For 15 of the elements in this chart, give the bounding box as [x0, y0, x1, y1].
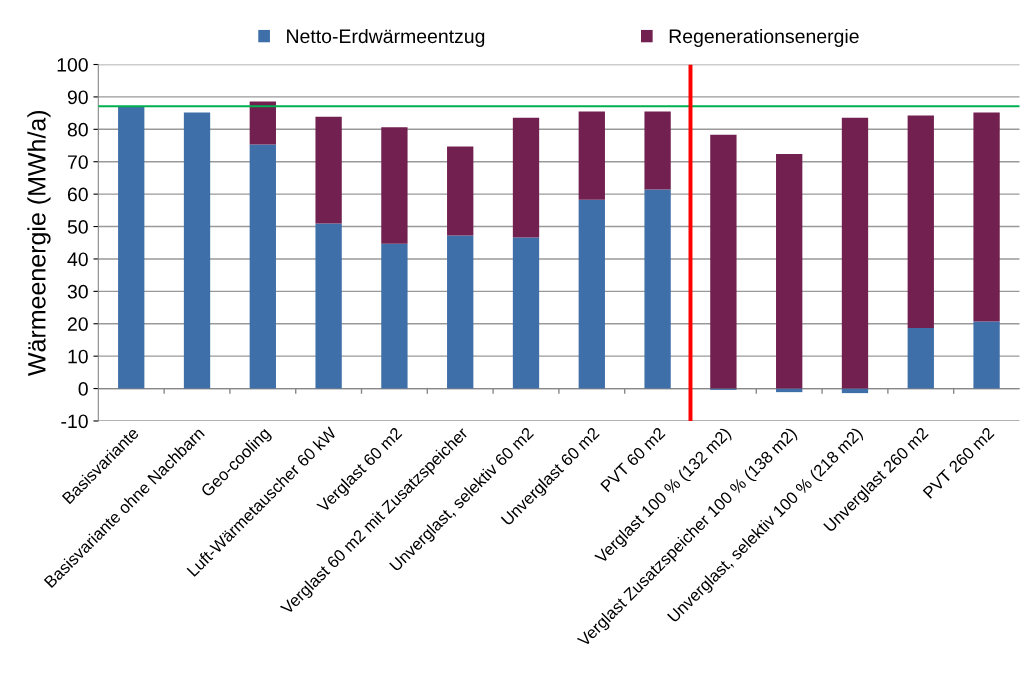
y-tick-label: 60 — [67, 187, 88, 202]
legend-label: Netto-Erdwärmeentzug — [287, 28, 485, 48]
y-tick-label: 40 — [67, 252, 88, 267]
y-tick-label: 80 — [67, 122, 88, 137]
legend-label: Regenerationsenergie — [669, 28, 859, 48]
y-tick-label: 70 — [67, 155, 88, 169]
y-tick-label: 50 — [67, 220, 88, 234]
y-tick-label: -10 — [61, 414, 88, 429]
y-tick-label: 20 — [67, 317, 88, 331]
y-tick-label: 90 — [67, 90, 88, 105]
y-tick-label: 100 — [57, 57, 88, 72]
y-tick-label: 0 — [78, 382, 88, 396]
y-tick-label: 30 — [67, 284, 88, 299]
y-axis-title: Wärmeenergie (MWh/a) — [27, 110, 51, 376]
y-tick-label: 10 — [68, 349, 88, 364]
